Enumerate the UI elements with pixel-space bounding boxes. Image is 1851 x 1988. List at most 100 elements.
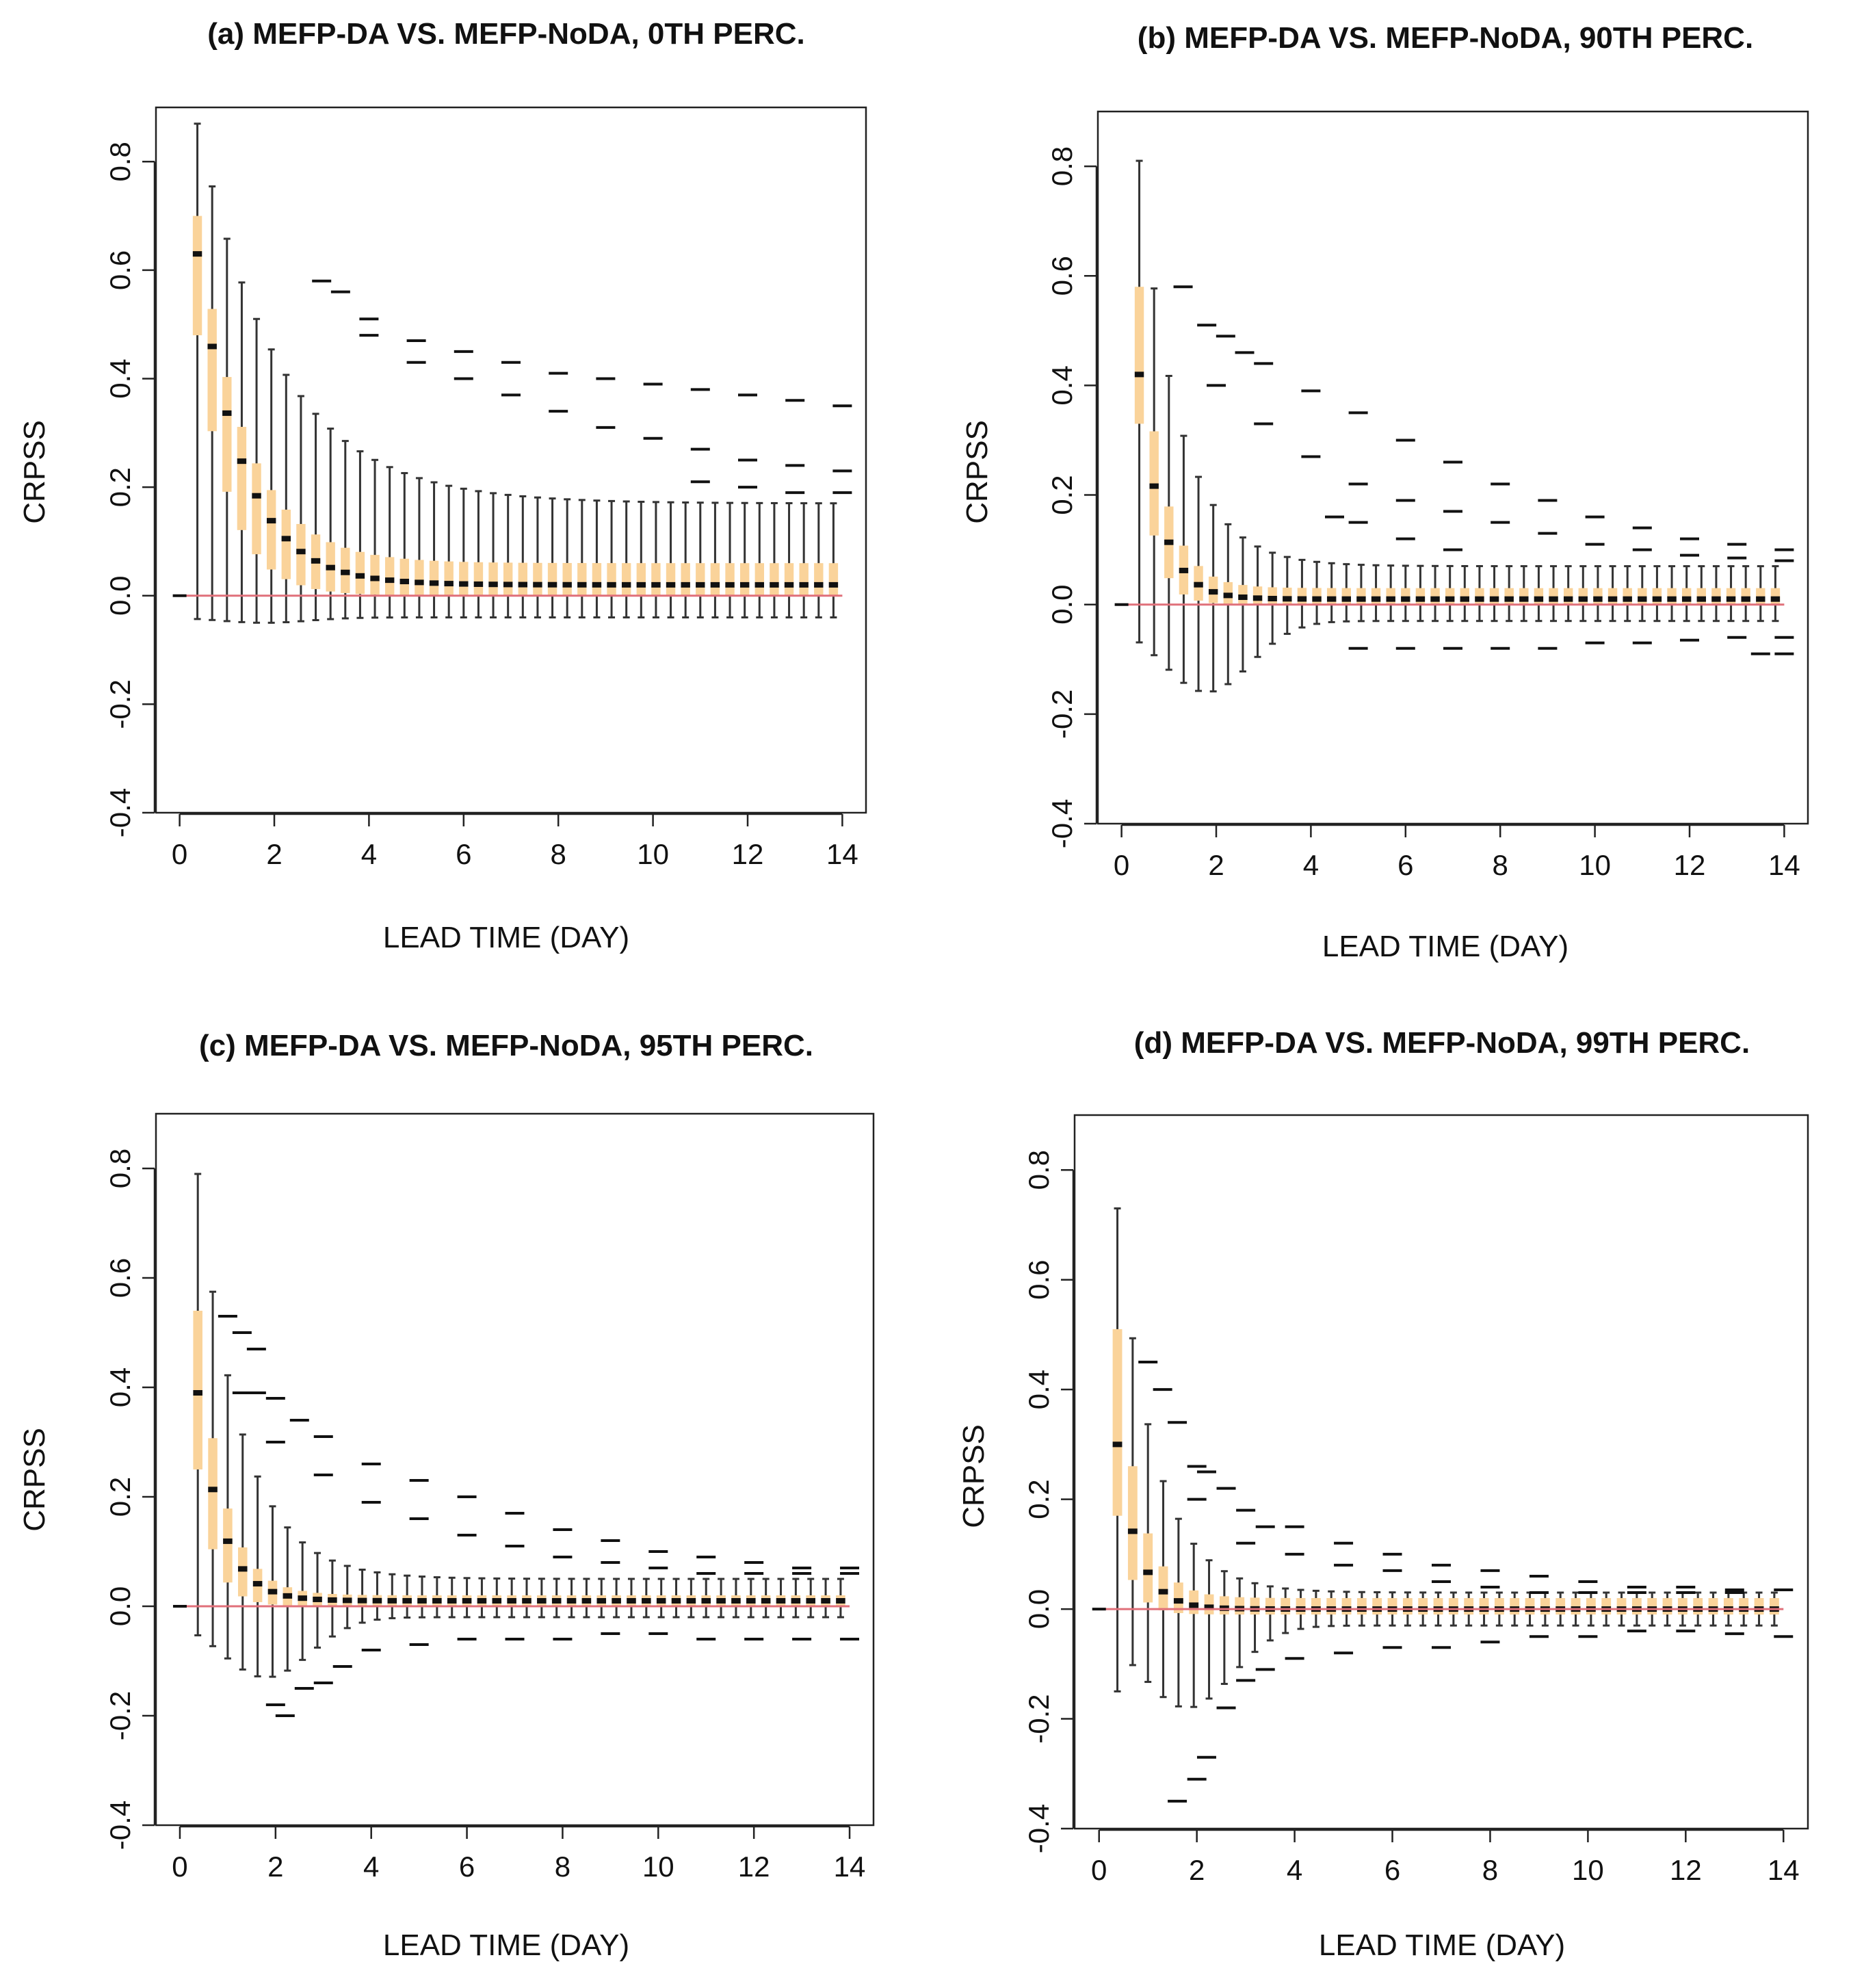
plot-frame bbox=[1073, 1114, 1809, 1830]
y-tick-label: 0.2 bbox=[1023, 1479, 1055, 1519]
median-mark bbox=[1223, 592, 1233, 599]
box bbox=[1356, 1598, 1367, 1615]
median-mark bbox=[1667, 596, 1677, 602]
box bbox=[1475, 588, 1484, 605]
box bbox=[1571, 1598, 1581, 1615]
box bbox=[754, 563, 765, 596]
box bbox=[1445, 588, 1455, 605]
median-mark bbox=[806, 1598, 815, 1604]
median-mark bbox=[746, 1598, 756, 1604]
median-mark bbox=[357, 1597, 367, 1604]
x-axis-label: LEAD TIME (DAY) bbox=[383, 1928, 629, 1962]
plot-frame bbox=[155, 106, 867, 814]
chart-title: (c) MEFP-DA VS. MEFP-NoDA, 95TH PERC. bbox=[199, 1029, 813, 1062]
median-mark bbox=[355, 573, 365, 579]
box bbox=[1219, 1596, 1229, 1615]
box bbox=[192, 215, 202, 336]
median-mark bbox=[1149, 483, 1159, 489]
box bbox=[1540, 1598, 1550, 1615]
plot-area: -0.4 -0.2 0.0 0.2 0.4 0.6 0.8 0 2 4 6 8 10 12 14 bbox=[1023, 1114, 1809, 1886]
box bbox=[1607, 588, 1618, 605]
median-mark bbox=[621, 581, 631, 588]
box bbox=[459, 562, 469, 596]
median-mark bbox=[399, 579, 410, 585]
box bbox=[1739, 1598, 1749, 1615]
chart-title: (b) MEFP-DA VS. MEFP-NoDA, 90TH PERC. bbox=[1138, 21, 1753, 55]
median-mark bbox=[313, 1596, 322, 1602]
box bbox=[429, 560, 439, 596]
y-tick-label: 0.0 bbox=[1023, 1589, 1055, 1629]
box bbox=[1741, 588, 1750, 605]
median-mark bbox=[1770, 596, 1781, 602]
box bbox=[1235, 1597, 1245, 1615]
y-axis-label: CRPSS bbox=[18, 1428, 51, 1532]
x-tick-label: 14 bbox=[834, 1850, 866, 1883]
median-mark bbox=[1341, 596, 1352, 602]
y-tick-label: 0.0 bbox=[104, 576, 136, 616]
box bbox=[473, 562, 484, 596]
median-mark bbox=[447, 1597, 457, 1604]
median-mark bbox=[311, 558, 321, 564]
median-mark bbox=[1652, 596, 1662, 602]
median-mark bbox=[1563, 596, 1573, 602]
median-mark bbox=[267, 1588, 278, 1595]
median-mark bbox=[192, 251, 202, 257]
chart-title: (a) MEFP-DA VS. MEFP-NoDA, 0TH PERC. bbox=[207, 17, 805, 51]
median-mark bbox=[237, 458, 247, 465]
x-tick-label: 10 bbox=[637, 838, 669, 870]
plot-area: -0.4 -0.2 0.0 0.2 0.4 0.6 0.8 0 2 4 6 8 10 12 14 bbox=[104, 1112, 875, 1883]
median-mark bbox=[716, 1598, 726, 1604]
box bbox=[1693, 1598, 1703, 1615]
box bbox=[281, 509, 291, 579]
box bbox=[1418, 1598, 1428, 1615]
median-mark bbox=[666, 581, 676, 588]
chart-a: (a) MEFP-DA VS. MEFP-NoDA, 0TH PERC. LEA… bbox=[18, 17, 867, 954]
box bbox=[1677, 1598, 1688, 1615]
x-tick-label: 10 bbox=[642, 1850, 674, 1883]
median-mark bbox=[1371, 596, 1381, 602]
box bbox=[1281, 1597, 1291, 1615]
box bbox=[1326, 588, 1337, 605]
x-tick-label: 2 bbox=[266, 838, 282, 870]
y-axis-label: CRPSS bbox=[957, 1424, 990, 1528]
median-mark bbox=[384, 577, 395, 584]
box bbox=[814, 563, 824, 596]
median-mark bbox=[370, 575, 380, 581]
box bbox=[607, 563, 616, 596]
panel-c: (c) MEFP-DA VS. MEFP-NoDA, 95TH PERC. LE… bbox=[0, 994, 926, 1988]
box bbox=[621, 563, 631, 596]
median-mark bbox=[477, 1597, 487, 1604]
box bbox=[252, 463, 261, 555]
y-tick-label: 0.6 bbox=[1023, 1259, 1055, 1299]
x-tick-label: 2 bbox=[267, 1850, 283, 1883]
box bbox=[710, 563, 720, 596]
median-mark bbox=[577, 581, 587, 588]
box bbox=[1372, 1598, 1382, 1615]
box bbox=[681, 563, 690, 596]
median-mark bbox=[328, 1597, 337, 1603]
median-mark bbox=[208, 1487, 218, 1493]
median-mark bbox=[1475, 596, 1484, 602]
x-tick-label: 6 bbox=[1384, 1854, 1400, 1886]
median-mark bbox=[701, 1598, 711, 1604]
box bbox=[547, 562, 557, 596]
box bbox=[1204, 1594, 1214, 1614]
box bbox=[592, 563, 602, 596]
box bbox=[1430, 588, 1440, 605]
median-mark bbox=[1164, 539, 1174, 545]
median-mark bbox=[1415, 596, 1426, 602]
box bbox=[1112, 1329, 1123, 1516]
box bbox=[1549, 588, 1558, 605]
median-mark bbox=[1326, 596, 1337, 602]
median-mark bbox=[761, 1598, 771, 1604]
box bbox=[237, 426, 247, 530]
y-tick-label: 0.4 bbox=[1023, 1370, 1055, 1409]
y-tick-label: 0.2 bbox=[1046, 475, 1078, 514]
median-mark bbox=[1143, 1569, 1153, 1575]
box bbox=[1601, 1598, 1612, 1615]
box bbox=[1356, 588, 1366, 605]
median-mark bbox=[696, 581, 705, 588]
box bbox=[1647, 1598, 1657, 1615]
median-mark bbox=[537, 1597, 547, 1604]
median-mark bbox=[1623, 596, 1632, 602]
